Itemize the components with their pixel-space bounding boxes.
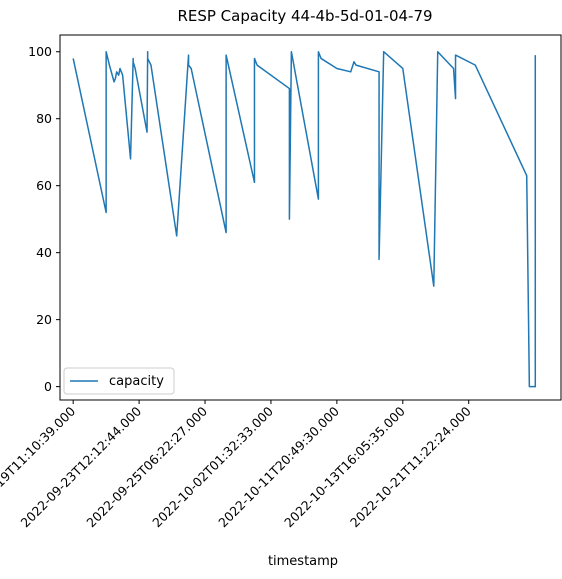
y-tick-label: 40	[36, 245, 52, 260]
x-tick-label: 2022-10-11T20:49:30.000	[215, 403, 342, 530]
plot-frame	[59, 34, 562, 401]
y-tick-label: 80	[36, 111, 52, 126]
y-tick-label: 20	[36, 312, 52, 327]
legend: capacity	[63, 367, 175, 395]
series-line-capacity	[72, 50, 537, 388]
legend-box	[63, 367, 175, 395]
chart-title: RESP Capacity 44-4b-5d-01-04-79	[177, 7, 432, 25]
x-tick-label: 2022-09-23T12:12:44.000	[17, 403, 144, 530]
x-axis-ticks: 2022-09-19T11:10:39.0002022-09-23T12:12:…	[0, 400, 474, 530]
x-axis-label: timestamp	[268, 554, 338, 569]
y-tick-label: 100	[28, 44, 52, 59]
y-tick-label: 60	[36, 178, 52, 193]
x-tick-label: 2022-10-13T16:05:35.000	[281, 403, 408, 530]
y-axis-ticks: 0 20 40 60 80 100	[28, 44, 60, 394]
x-tick-label: 2022-09-25T06:22:27.000	[83, 403, 210, 530]
y-tick-label: 0	[44, 379, 52, 394]
legend-label-capacity: capacity	[109, 374, 164, 389]
x-tick-label: 2022-10-21T11:22:24.000	[347, 403, 474, 530]
x-tick-label: 2022-10-02T01:32:33.000	[149, 403, 276, 530]
